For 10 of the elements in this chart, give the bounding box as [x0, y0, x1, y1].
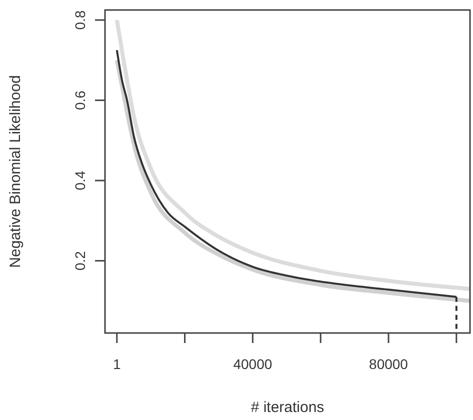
x-tick-label: 40000 [233, 356, 272, 372]
y-tick-label: 0.8 [72, 10, 88, 30]
y-tick-label: 0.4 [72, 170, 88, 190]
y-axis-title: Negative Binomial Likelihood [7, 75, 24, 268]
x-tick-label: 80000 [369, 356, 408, 372]
y-tick-label: 0.6 [72, 90, 88, 110]
line-series [114, 18, 470, 291]
x-tick-label: 1 [112, 356, 121, 372]
x-axis-title: # iterations [250, 399, 324, 416]
y-tick-label: 0.2 [72, 250, 88, 271]
